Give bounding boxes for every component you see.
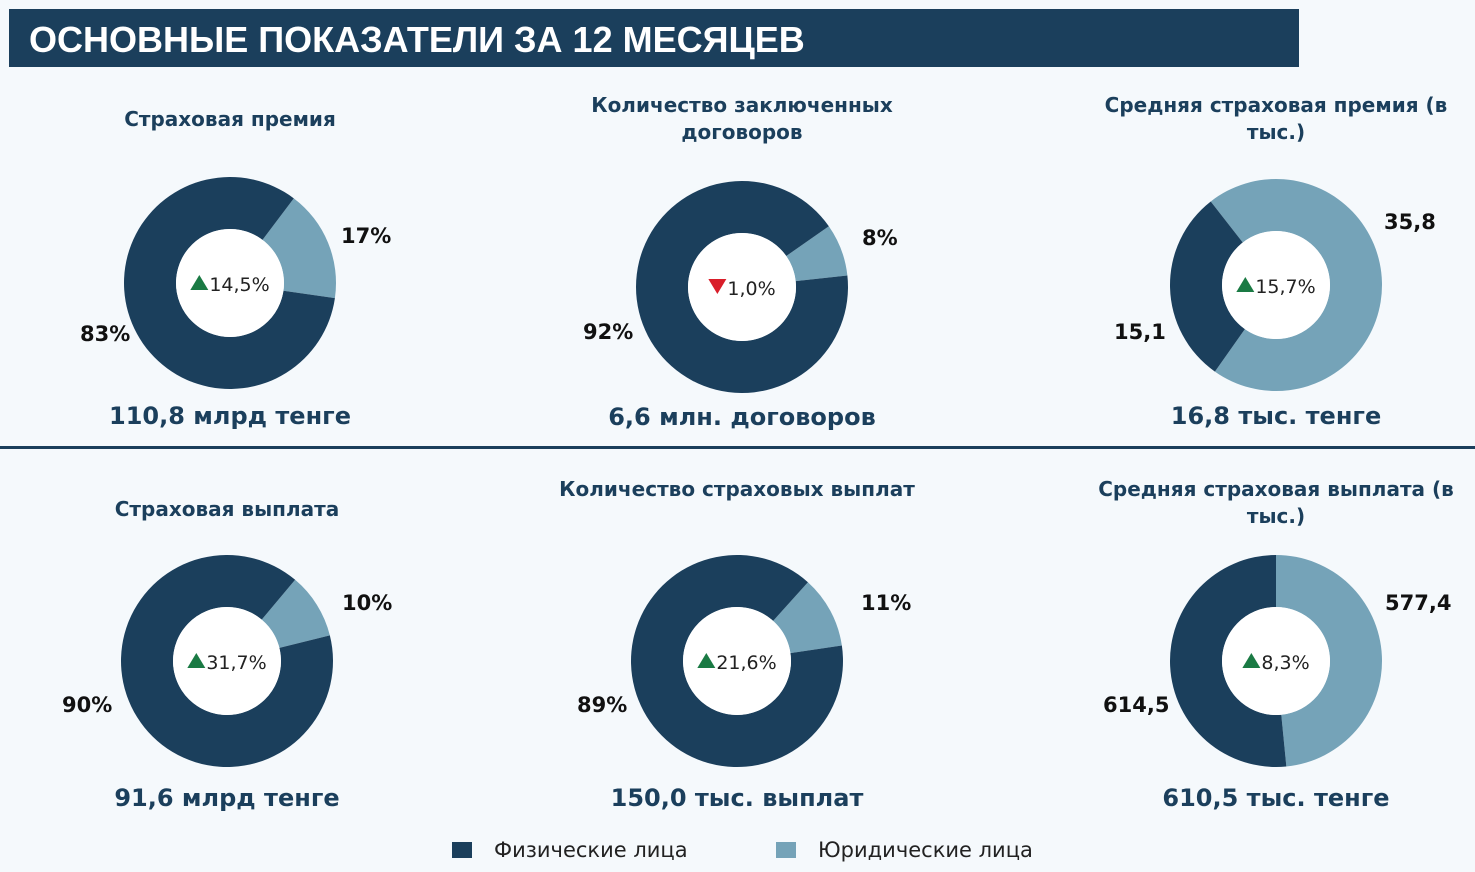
donut-hole: [176, 229, 284, 337]
chart-total: 610,5 тыс. тенге: [1162, 784, 1390, 812]
donut-slice-individuals: [1170, 201, 1245, 372]
chart-title: Средняя страховая премия (в тыс.): [1104, 93, 1448, 144]
change-indicator: 31,7%: [187, 652, 267, 674]
triangle-up-icon: [190, 275, 209, 290]
donut-slice-legal: [786, 226, 848, 282]
data-label-legal: 17%: [341, 224, 392, 248]
legend-swatch-legal: [776, 842, 796, 858]
change-indicator: 8,3%: [1242, 652, 1310, 674]
donut-slice-individuals: [631, 554, 843, 767]
triangle-down-icon: [708, 279, 727, 294]
data-label-individuals: 15,1: [1114, 320, 1166, 344]
chart-total: 150,0 тыс. выплат: [610, 784, 864, 812]
donut-slice-legal: [262, 198, 336, 299]
change-value: 15,7%: [1255, 276, 1316, 298]
change-value: 31,7%: [206, 652, 267, 674]
donut-slice-individuals: [124, 177, 335, 390]
triangle-up-icon: [187, 653, 206, 668]
chart-title: Страховая выплата: [114, 497, 340, 521]
change-value: 8,3%: [1261, 652, 1310, 674]
data-label-individuals: 89%: [577, 693, 628, 717]
donut-slice-legal: [1210, 178, 1382, 391]
change-indicator: 15,7%: [1236, 276, 1316, 298]
page-title: ОСНОВНЫЕ ПОКАЗАТЕЛИ ЗА 12 МЕСЯЦЕВ: [29, 19, 805, 60]
change-value: 1,0%: [727, 278, 776, 300]
legend-individuals: Физические лица: [452, 838, 688, 862]
data-label-individuals: 92%: [583, 320, 634, 344]
chart-total: 16,8 тыс. тенге: [1170, 402, 1382, 430]
legend-label: Физические лица: [494, 838, 688, 862]
triangle-up-icon: [697, 653, 716, 668]
donut-slice-legal: [1276, 554, 1383, 767]
legend-label: Юридические лица: [818, 838, 1033, 862]
data-label-legal: 10%: [342, 591, 393, 615]
donut-hole: [1222, 231, 1330, 339]
data-label-legal: 35,8: [1384, 210, 1436, 234]
header-banner: ОСНОВНЫЕ ПОКАЗАТЕЛИ ЗА 12 МЕСЯЦЕВ: [9, 9, 1299, 67]
chart-total: 91,6 млрд тенге: [114, 784, 340, 812]
data-label-legal: 11%: [861, 591, 912, 615]
donut-slice-individuals: [121, 555, 334, 768]
data-label-legal: 8%: [862, 226, 898, 250]
data-label-individuals: 83%: [80, 322, 131, 346]
change-value: 14,5%: [209, 274, 270, 296]
chart-title: Средняя страховая выплата (в тыс.): [1098, 477, 1454, 528]
data-label-individuals: 614,5: [1103, 693, 1170, 717]
data-label-individuals: 90%: [62, 693, 113, 717]
change-indicator: 14,5%: [190, 274, 270, 296]
change-indicator: 21,6%: [697, 652, 777, 674]
donut-slice-individuals: [636, 180, 848, 393]
donut-hole: [173, 607, 281, 715]
chart-total: 110,8 млрд тенге: [109, 402, 351, 430]
data-label-legal: 577,4: [1385, 591, 1452, 615]
divider: [0, 446, 1475, 449]
chart-title: Количество заключенных договоров: [591, 93, 893, 144]
change-indicator: 1,0%: [708, 278, 776, 300]
legend-swatch-individuals: [452, 842, 472, 858]
chart-title: Страховая премия: [124, 107, 336, 131]
change-value: 21,6%: [716, 652, 777, 674]
legend-legal: Юридические лица: [776, 838, 1033, 862]
donut-hole: [1222, 607, 1330, 715]
triangle-up-icon: [1242, 653, 1261, 668]
donut-slice-legal: [773, 582, 842, 654]
donut-slice-individuals: [1170, 555, 1287, 767]
donut-hole: [688, 233, 796, 341]
triangle-up-icon: [1236, 277, 1255, 292]
donut-slice-legal: [261, 579, 330, 648]
chart-title: Количество страховых выплат: [559, 477, 915, 501]
chart-total: 6,6 млн. договоров: [608, 403, 876, 431]
donut-hole: [683, 607, 791, 715]
